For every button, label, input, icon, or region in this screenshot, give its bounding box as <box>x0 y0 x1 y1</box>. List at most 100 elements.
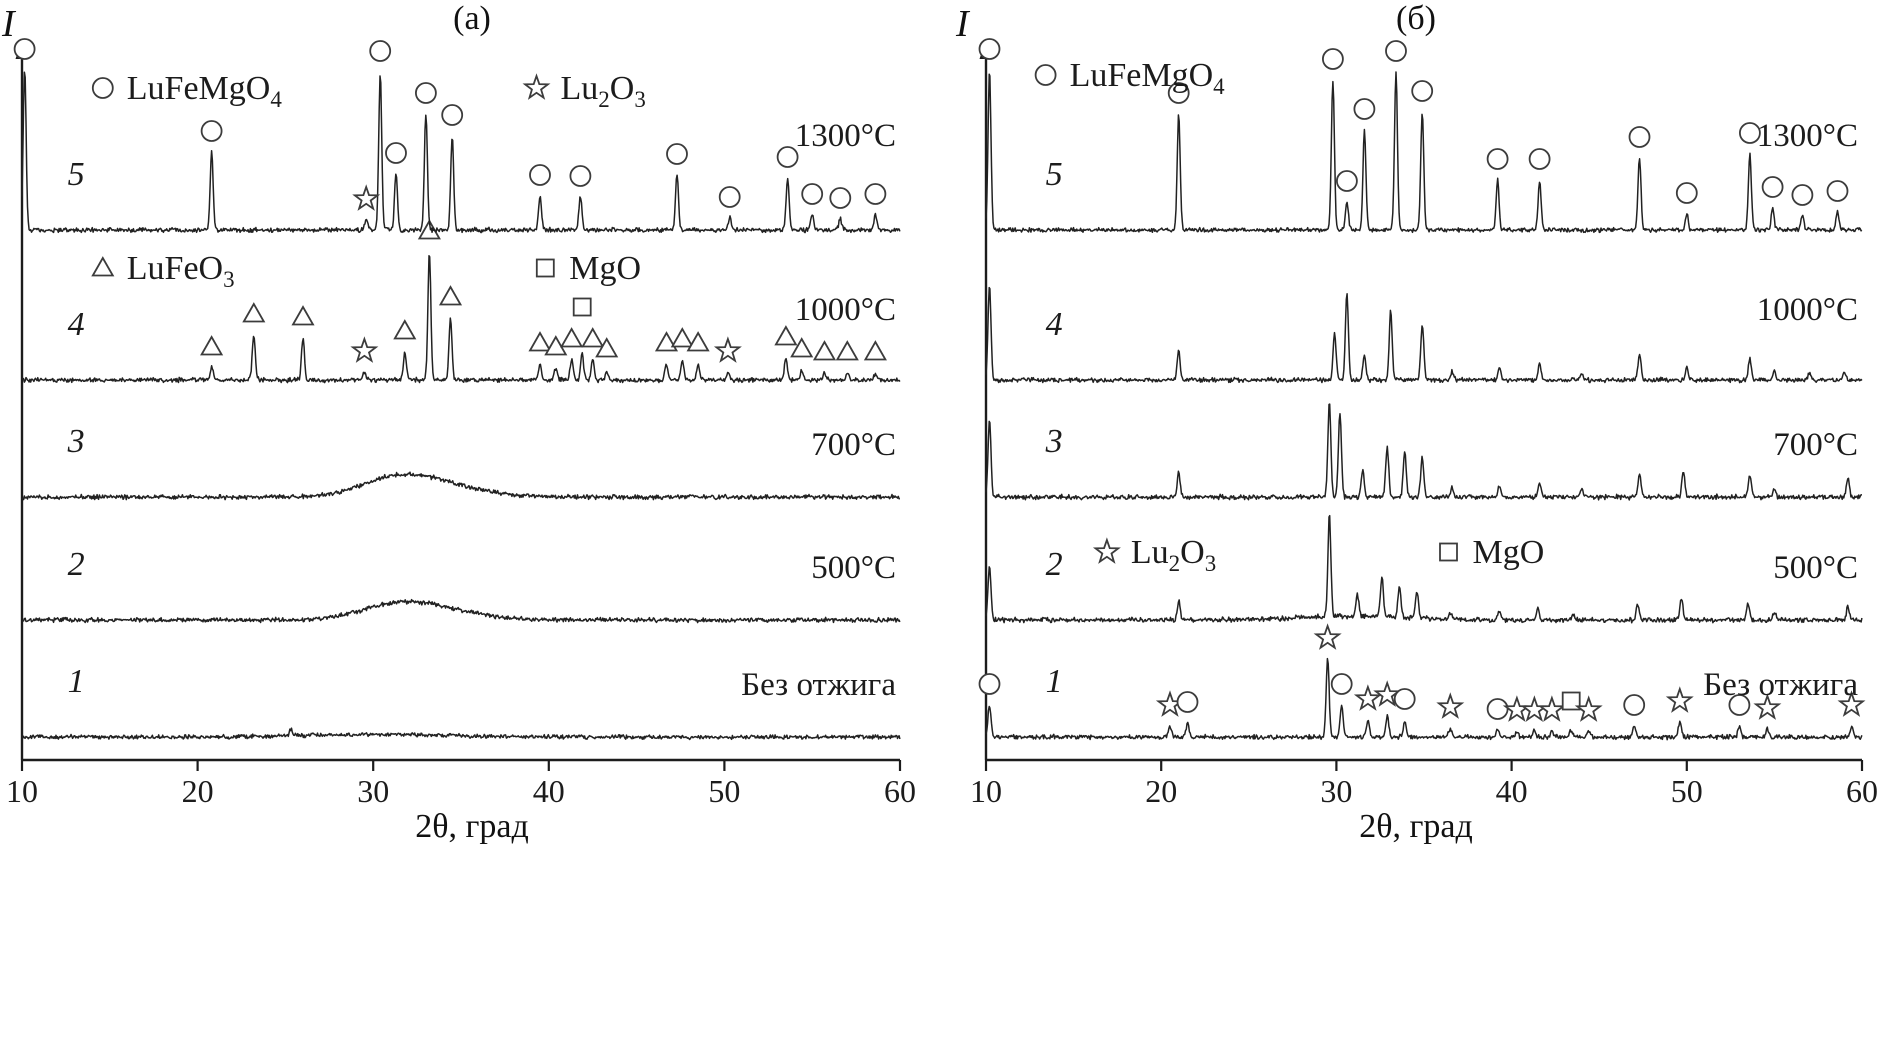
triangle-marker-icon <box>654 331 679 352</box>
circle-marker-icon <box>1826 180 1849 202</box>
triangle-marker-icon <box>200 335 224 356</box>
curve-number-label: 4 <box>68 306 85 343</box>
xrd-curve-a-3 <box>21 471 900 501</box>
temperature-label: 1000°C <box>1757 292 1858 328</box>
star-marker-icon <box>1373 680 1402 707</box>
circle-marker-icon <box>91 77 114 99</box>
circle-marker-icon <box>718 186 741 208</box>
temperature-label: 700°C <box>811 427 896 463</box>
circle-marker-icon <box>1675 182 1698 204</box>
curve-number-label: 2 <box>1046 546 1063 583</box>
square-marker-icon <box>1561 691 1581 711</box>
x-axis-title-b: 2θ, град <box>1359 808 1473 845</box>
circle-marker-icon <box>776 146 799 168</box>
circle-marker-icon <box>801 183 824 205</box>
x-tick-label: 60 <box>1846 773 1878 809</box>
circle-marker-icon <box>1034 64 1057 86</box>
circle-marker-icon <box>1486 698 1509 720</box>
triangle-marker-icon <box>560 327 584 348</box>
circle-marker-icon <box>1411 80 1434 102</box>
circle-marker-icon <box>1623 694 1646 716</box>
triangle-marker-icon <box>91 256 115 277</box>
temperature-label: 1300°C <box>795 118 896 154</box>
circle-marker-icon <box>978 673 1001 695</box>
x-tick-label: 40 <box>533 773 565 809</box>
triangle-marker-icon <box>528 331 552 352</box>
circle-marker-icon <box>569 165 592 187</box>
legend-label: LuFeMgO4​ <box>1070 57 1226 99</box>
circle-marker-icon <box>441 104 464 126</box>
star-marker-icon <box>522 73 551 100</box>
panel-title-a: (а) <box>453 0 491 37</box>
circle-marker-icon <box>369 40 392 62</box>
triangle-marker-icon <box>863 340 887 361</box>
triangle-marker-icon <box>242 302 266 323</box>
star-marker-icon <box>1537 695 1566 722</box>
xrd-curve-b-3 <box>985 403 1862 501</box>
circle-marker-icon <box>1321 48 1344 70</box>
xrd-curve-a-2 <box>21 598 901 624</box>
circle-marker-icon <box>1353 98 1376 120</box>
xrd-curve-a-4 <box>21 255 901 384</box>
square-marker-icon <box>1439 542 1458 562</box>
curve-number-label: 4 <box>1046 306 1063 343</box>
circle-marker-icon <box>1528 148 1551 170</box>
circle-marker-icon <box>1330 673 1353 695</box>
triangle-marker-icon <box>438 285 463 306</box>
circle-marker-icon <box>1791 184 1814 206</box>
star-marker-icon <box>1837 690 1866 717</box>
temperature-label: 1000°C <box>795 292 896 328</box>
legend-label: Lu2​O3​ <box>561 70 646 112</box>
triangle-marker-icon <box>790 337 814 358</box>
circle-marker-icon <box>414 82 437 104</box>
xrd-curve-b-2 <box>985 514 1863 624</box>
star-marker-icon <box>1753 693 1782 720</box>
triangle-marker-icon <box>812 340 837 361</box>
circle-marker-icon <box>529 164 551 186</box>
legend-label: Lu2​O3​ <box>1131 534 1216 576</box>
x-tick-label: 20 <box>182 773 214 809</box>
x-tick-label: 50 <box>708 773 740 809</box>
temperature-label: 500°C <box>811 550 896 586</box>
xrd-curve-b-5 <box>985 71 1863 234</box>
circle-marker-icon <box>385 142 407 164</box>
triangle-marker-icon <box>544 335 568 356</box>
curve-number-label: 2 <box>68 546 85 583</box>
circle-marker-icon <box>1628 126 1651 148</box>
star-marker-icon <box>350 336 379 363</box>
x-tick-label: 50 <box>1671 773 1703 809</box>
xrd-curve-b-4 <box>985 286 1863 384</box>
star-marker-icon <box>1092 537 1121 564</box>
star-marker-icon <box>713 336 742 363</box>
y-axis-label-b: I <box>956 3 969 45</box>
curve-number-label: 5 <box>68 156 85 193</box>
triangle-marker-icon <box>581 327 605 348</box>
legend-label: LuFeMgO4​ <box>127 70 283 112</box>
curve-number-label: 1 <box>1046 663 1063 700</box>
temperature-label: Без отжига <box>1703 667 1858 703</box>
circle-marker-icon <box>1761 176 1784 198</box>
x-tick-label: 10 <box>970 773 1002 809</box>
circle-marker-icon <box>1486 148 1509 170</box>
triangle-marker-icon <box>835 340 859 361</box>
circle-marker-icon <box>829 187 852 209</box>
x-tick-label: 10 <box>6 773 38 809</box>
triangle-marker-icon <box>393 319 417 340</box>
xrd-panel-b-plot: 10 20 30 40 50 60 1 Без отжига 2 500°C 3 700°C 4 1000… <box>970 38 1878 809</box>
xrd-curve-b-1 <box>985 657 1863 741</box>
xrd-curve-a-1 <box>21 727 901 741</box>
triangle-marker-icon <box>686 331 710 352</box>
legend-label: MgO <box>569 250 641 287</box>
curve-number-label: 3 <box>1045 423 1063 460</box>
panel-title-b: (б) <box>1396 0 1436 37</box>
temperature-label: 500°C <box>1773 550 1858 586</box>
star-marker-icon <box>1353 684 1382 711</box>
curve-number-label: 1 <box>68 663 85 700</box>
temperature-label: Без отжига <box>741 667 896 703</box>
triangle-marker-icon <box>291 305 315 326</box>
x-axis-title-a: 2θ, град <box>415 808 529 845</box>
star-marker-icon <box>1313 623 1342 650</box>
legend-label: LuFeO3​ <box>127 250 235 292</box>
triangle-marker-icon <box>670 327 694 348</box>
